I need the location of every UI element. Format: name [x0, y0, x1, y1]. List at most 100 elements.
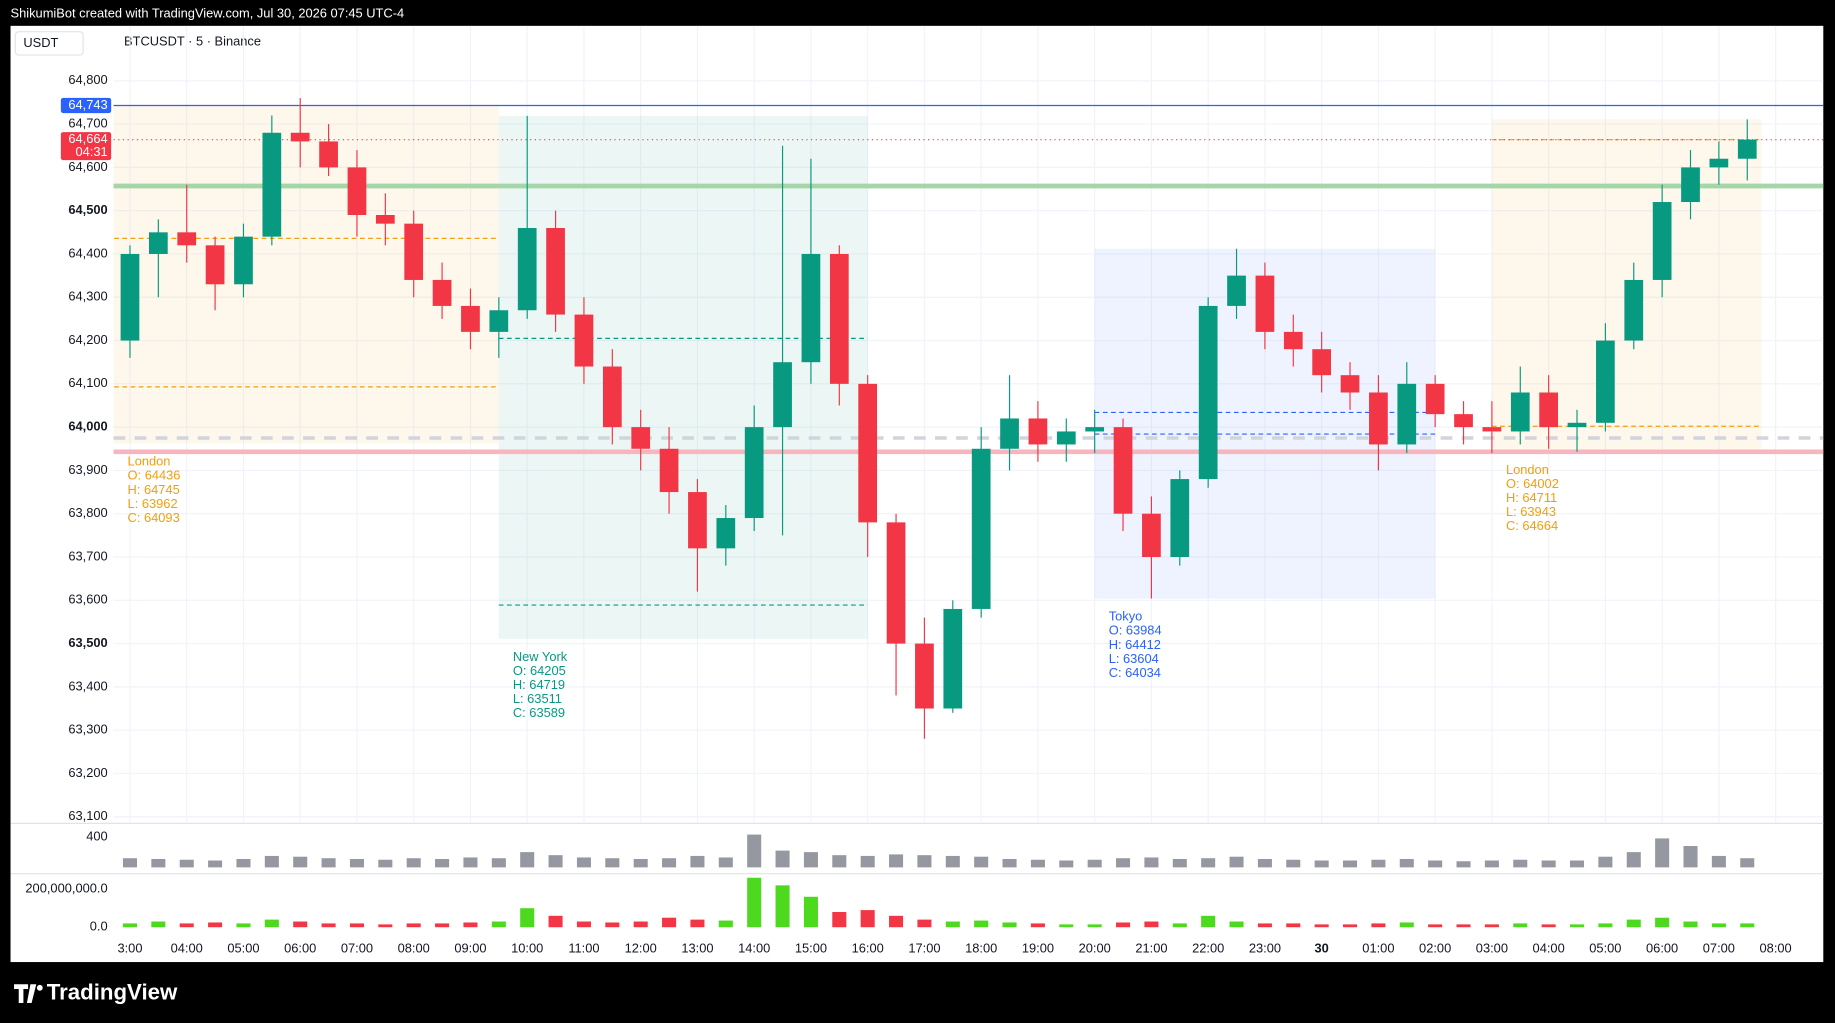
bar [1541, 924, 1556, 928]
y-tick-label: 63,400 [68, 678, 107, 693]
bar [122, 923, 137, 928]
session-ohlc: H: 64745 [128, 482, 180, 497]
bar [917, 919, 932, 928]
candle-body [1624, 279, 1644, 341]
candle-body [1283, 331, 1303, 350]
candle-body [148, 232, 168, 254]
bar [264, 855, 279, 868]
x-tick-label: 11:00 [568, 941, 599, 956]
candle-body [1567, 422, 1587, 428]
candle-body [744, 427, 764, 519]
bar [633, 921, 648, 928]
bar [293, 856, 308, 868]
bar [1229, 856, 1244, 868]
bar [974, 920, 989, 928]
x-tick-label: 15:00 [795, 941, 827, 956]
session-ohlc: L: 63962 [128, 496, 178, 511]
candle-body [1227, 275, 1246, 306]
y-tick-label: 64,000 [68, 419, 107, 434]
bar [1683, 846, 1698, 868]
session-ohlc: L: 63511 [513, 691, 562, 706]
bar [435, 858, 450, 868]
candle-body [319, 141, 338, 168]
x-tick-label: 23:00 [1249, 941, 1281, 956]
x-tick-label: 09:00 [454, 941, 486, 956]
bar [1456, 861, 1471, 868]
y-tick-label: 63,800 [68, 505, 107, 520]
bar [491, 921, 506, 928]
candle-body [1482, 427, 1502, 432]
bar [917, 855, 932, 868]
x-tick-label: 18:00 [965, 941, 997, 956]
y-tick-label: 64,800 [68, 72, 107, 87]
session-ohlc: H: 64412 [1109, 637, 1161, 652]
bar [1201, 858, 1216, 868]
candle-body [517, 227, 537, 311]
bar [945, 855, 960, 868]
candle-body [1000, 418, 1019, 449]
candle-body [574, 314, 594, 367]
bar [520, 908, 535, 928]
bar [1116, 922, 1131, 928]
candle-body [461, 305, 480, 332]
candle-body [1312, 349, 1332, 376]
candle-body [915, 643, 934, 709]
session-box [498, 115, 868, 639]
bar [860, 910, 875, 928]
candle-body [234, 236, 253, 285]
x-tick-label: 12:00 [625, 941, 657, 956]
y-tick-label: 63,100 [68, 808, 107, 823]
session-ohlc: O: 64436 [128, 468, 181, 483]
y-tick-label: 63,700 [68, 548, 107, 563]
candle-body [290, 132, 310, 142]
bar [576, 857, 591, 868]
candle-body [1596, 340, 1615, 423]
candle-body [1056, 431, 1076, 445]
bar [406, 858, 421, 868]
candle-body [120, 253, 140, 341]
session-name: Tokyo [1109, 609, 1143, 624]
bar [435, 923, 450, 928]
x-tick-label: 17:00 [908, 941, 940, 956]
bar [349, 858, 364, 868]
candle-body [1397, 383, 1417, 445]
bar [1229, 921, 1244, 928]
bar [1428, 924, 1443, 928]
candle-body [1709, 158, 1729, 168]
candle-body [375, 215, 395, 224]
candle-body [1340, 375, 1360, 393]
bar [1059, 924, 1074, 928]
session-ohlc: H: 64711 [1506, 490, 1557, 505]
x-tick-label: 04:00 [171, 941, 203, 956]
bar [179, 859, 194, 868]
bar [1087, 859, 1102, 868]
bar [321, 923, 336, 928]
bar [605, 922, 620, 928]
y-tick-label: 64,500 [68, 202, 107, 217]
bar [321, 858, 336, 868]
x-tick-label: 05:00 [1589, 941, 1621, 956]
candle-body [801, 253, 821, 363]
y-tick-label: 64,600 [68, 159, 107, 174]
bar [832, 912, 847, 928]
candle-body [1028, 418, 1048, 445]
y-tick-label: 64,200 [68, 332, 107, 347]
price-tag-countdown: 04:31 [75, 144, 107, 159]
y-tick-label: 200,000,000.0 [25, 881, 107, 896]
candle-body [1510, 392, 1530, 432]
price-tag [60, 132, 112, 161]
bar [548, 855, 563, 868]
session-ohlc: C: 64664 [1506, 518, 1558, 533]
bar [945, 921, 960, 928]
currency-box [14, 31, 84, 56]
candle-body [1454, 414, 1473, 428]
x-tick-label: 3:00 [117, 941, 142, 956]
bar [151, 858, 166, 868]
bar [520, 852, 535, 868]
x-tick-label: 04:00 [1533, 941, 1565, 956]
x-tick-label: 01:00 [1362, 941, 1394, 956]
bar [1569, 860, 1585, 868]
bar [690, 919, 705, 928]
